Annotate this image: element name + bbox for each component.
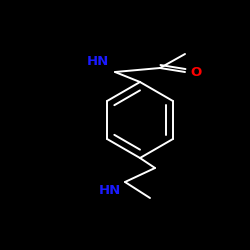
Text: HN: HN (87, 55, 109, 68)
Text: HN: HN (99, 184, 121, 197)
Text: O: O (190, 66, 201, 78)
